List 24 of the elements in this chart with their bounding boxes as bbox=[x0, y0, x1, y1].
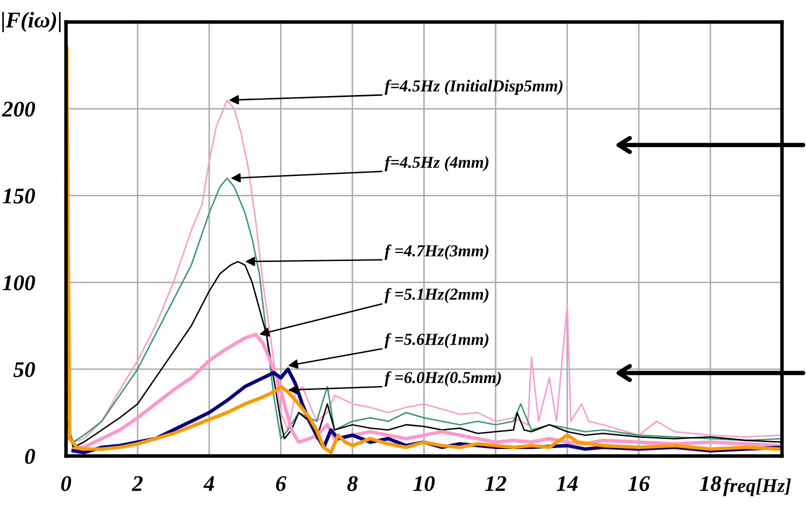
x-tick-label: 8 bbox=[347, 476, 358, 492]
x-tick-label: 12 bbox=[485, 476, 506, 491]
annotation: f =5.1Hz(2mm) bbox=[384, 288, 488, 304]
x-axis-title: freq[Hz] bbox=[723, 478, 791, 496]
line-series bbox=[66, 46, 782, 454]
annotation: f=4.5Hz (4mm) bbox=[384, 156, 488, 172]
annotation: f=4.5Hz (InitialDisp5mm) bbox=[384, 80, 563, 95]
y-tick-label: 50 bbox=[13, 362, 36, 378]
annotation: f =5.6Hz(1mm) bbox=[384, 333, 488, 348]
x-tick-label: 14 bbox=[556, 476, 578, 491]
x-tick-label: 6 bbox=[276, 476, 286, 492]
annotation: f =4.7Hz(3mm) bbox=[384, 244, 488, 260]
x-tick-label: 18 bbox=[700, 476, 722, 492]
annotation: f =6.0Hz(0.5mm) bbox=[384, 371, 501, 387]
x-tick-label: 10 bbox=[413, 476, 435, 492]
y-tick-label: 150 bbox=[2, 188, 36, 204]
x-tick-label: 4 bbox=[203, 476, 214, 491]
y-tick-label: 0 bbox=[25, 448, 36, 464]
x-tick-label: 0 bbox=[61, 476, 72, 492]
x-tick-label: 16 bbox=[628, 476, 650, 492]
y-axis-title: |F(iω)| bbox=[2, 12, 61, 32]
y-tick-label: 200 bbox=[2, 102, 36, 117]
y-tick-label: 100 bbox=[2, 275, 36, 290]
x-tick-label: 2 bbox=[132, 476, 143, 491]
